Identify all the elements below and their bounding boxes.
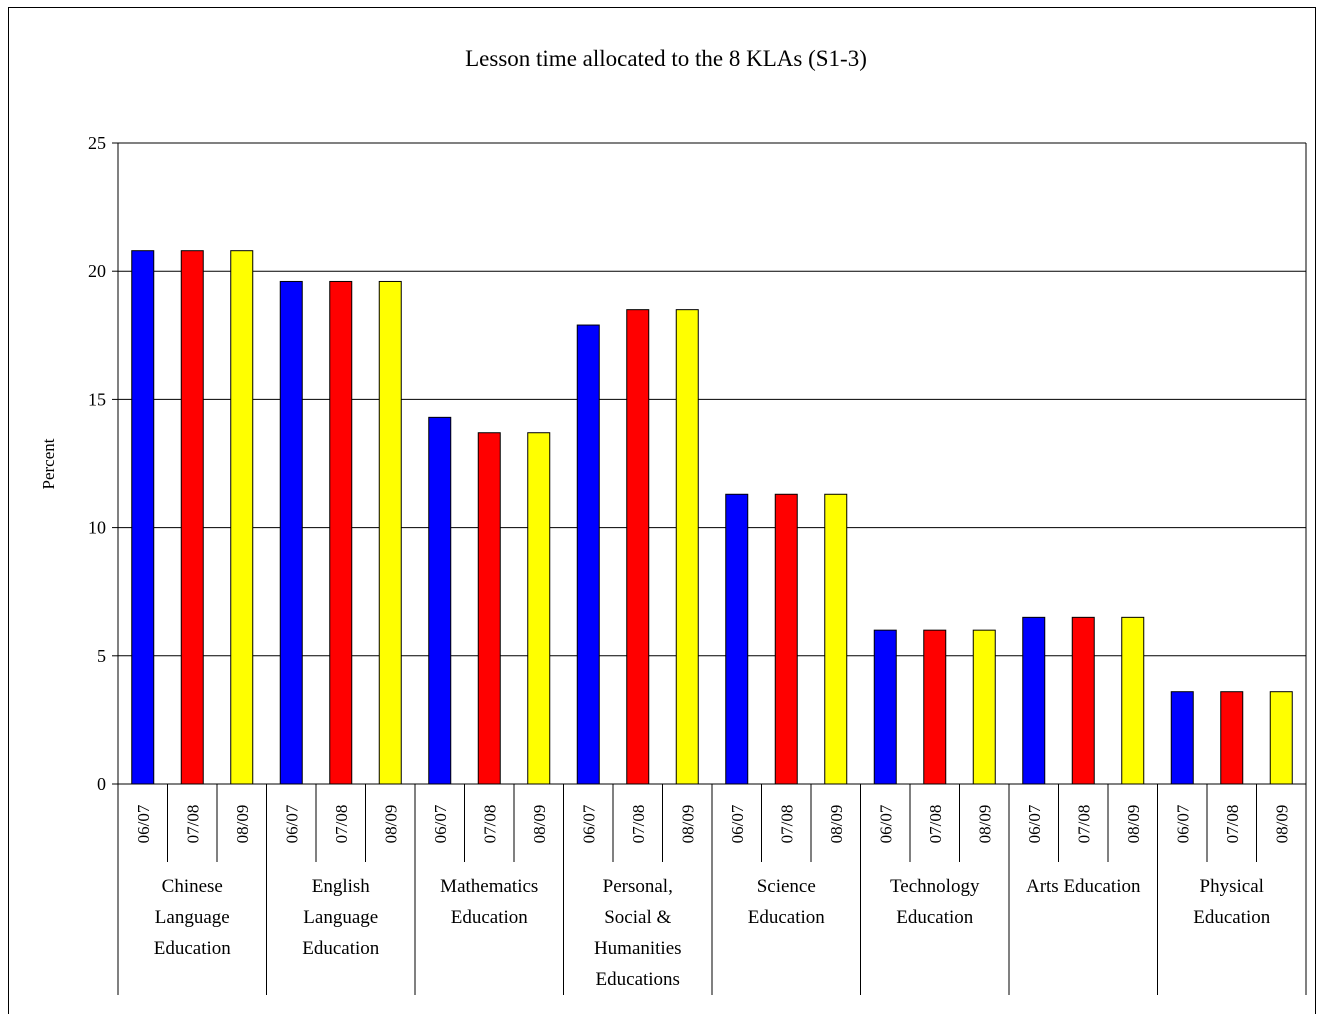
y-tick-label: 25	[88, 133, 106, 153]
bar	[1071, 616, 1095, 785]
bar	[626, 309, 650, 785]
bar	[279, 280, 303, 785]
x-tick-label: 08/09	[827, 805, 846, 844]
y-tick-label: 20	[88, 261, 106, 281]
x-tick-label: 06/07	[579, 804, 598, 843]
bar	[428, 416, 452, 785]
bar	[230, 250, 254, 785]
x-tick-label: 07/08	[629, 805, 648, 844]
x-tick-label: 07/08	[332, 805, 351, 844]
bar	[1220, 691, 1244, 785]
bar	[477, 432, 501, 785]
x-tick-label: 07/08	[777, 805, 796, 844]
bar	[725, 493, 749, 785]
category-label: Technology	[890, 876, 980, 897]
category-label: English	[312, 876, 371, 897]
x-tick-label: 06/07	[134, 804, 153, 843]
x-tick-label: 08/09	[975, 805, 994, 844]
bar	[675, 309, 699, 785]
x-tick-label: 08/09	[1272, 805, 1291, 844]
bar	[824, 493, 848, 785]
x-tick-label: 08/09	[233, 805, 252, 844]
bars	[131, 250, 1293, 785]
x-tick-label: 06/07	[1025, 804, 1044, 843]
chart-title: Lesson time allocated to the 8 KLAs (S1-…	[465, 46, 867, 71]
bar	[774, 493, 798, 785]
x-axis-labels: 06/07 07/08 08/09 Chinese Language Education 0…	[134, 804, 1292, 990]
y-tick-label: 10	[88, 518, 106, 538]
bar	[131, 250, 155, 785]
x-tick-label: 07/08	[1223, 805, 1242, 844]
category-label: Chinese	[162, 876, 223, 897]
bar	[576, 324, 600, 785]
x-tick-label: 06/07	[876, 804, 895, 843]
category-label: Education	[1193, 907, 1271, 928]
bar	[527, 432, 551, 785]
category-label: Language	[155, 907, 230, 928]
category-label: Education	[302, 938, 380, 959]
category-label: Language	[303, 907, 378, 928]
category-label: Humanities	[594, 938, 682, 959]
category-label: Education	[748, 907, 826, 928]
bar	[923, 629, 947, 785]
x-tick-label: 07/08	[183, 805, 202, 844]
y-axis-label: Percent	[39, 438, 58, 489]
category-label: Arts Education	[1026, 876, 1141, 897]
bar	[873, 629, 897, 785]
category-label: Personal,	[603, 876, 673, 897]
x-tick-label: 08/09	[381, 805, 400, 844]
category-label: Social &	[604, 907, 671, 928]
bar	[329, 280, 353, 785]
x-tick-label: 06/07	[1173, 804, 1192, 843]
category-label: Educations	[596, 969, 680, 990]
x-tick-label: 06/07	[728, 804, 747, 843]
x-tick-label: 08/09	[530, 805, 549, 844]
bar	[180, 250, 204, 785]
bar	[1269, 691, 1293, 785]
y-tick-label: 5	[97, 646, 106, 666]
category-label: Education	[451, 907, 529, 928]
bar	[972, 629, 996, 785]
bar	[1022, 616, 1046, 785]
x-tick-label: 06/07	[282, 804, 301, 843]
x-tick-label: 07/08	[480, 805, 499, 844]
category-label: Education	[896, 907, 974, 928]
x-tick-label: 06/07	[431, 804, 450, 843]
category-label: Education	[154, 938, 232, 959]
y-tick-labels: 0 5 10 15 20 25	[88, 133, 106, 794]
x-tick-label: 08/09	[678, 805, 697, 844]
axes	[112, 142, 1307, 995]
bar	[1121, 616, 1145, 785]
x-tick-label: 07/08	[926, 805, 945, 844]
bar	[378, 280, 402, 785]
category-label: Physical	[1200, 876, 1264, 897]
category-label: Mathematics	[440, 876, 538, 897]
x-tick-label: 08/09	[1124, 805, 1143, 844]
y-tick-label: 0	[97, 774, 106, 794]
category-label: Science	[757, 876, 816, 897]
x-tick-label: 07/08	[1074, 805, 1093, 844]
bar	[1170, 691, 1194, 785]
y-tick-label: 15	[88, 389, 106, 409]
